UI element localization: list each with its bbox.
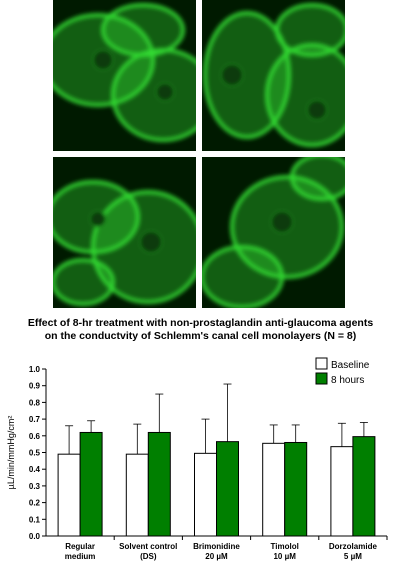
y-tick-label: 0.9 <box>29 382 41 391</box>
x-tick-label: 10 µM <box>273 552 296 561</box>
x-tick-label: Timolol <box>271 542 299 551</box>
legend-label: 8 hours <box>331 375 364 386</box>
bar-8-hours <box>147 431 171 537</box>
x-tick-label: medium <box>65 552 96 561</box>
micrograph-grid <box>53 0 345 308</box>
x-tick-label: Brimonidine <box>193 542 240 551</box>
x-tick-label: Dorzolamide <box>329 542 378 551</box>
bar-baseline <box>330 446 354 537</box>
x-tick-label: (DS) <box>140 552 157 561</box>
micrograph-top-left <box>53 0 196 151</box>
y-tick-label: 0.1 <box>29 515 41 524</box>
bar-8-hours <box>284 441 308 537</box>
micrograph-bottom-left <box>53 157 196 308</box>
y-tick-label: 1.0 <box>29 365 41 374</box>
y-tick-label: 0.5 <box>29 449 41 458</box>
x-tick-label: 20 µM <box>205 552 228 561</box>
y-tick-label: 0.8 <box>29 398 41 407</box>
bar-8-hours <box>352 436 376 537</box>
legend-swatch <box>315 357 328 370</box>
bar-baseline <box>194 452 217 537</box>
y-tick-label: 0.3 <box>29 482 41 491</box>
chart-title: Effect of 8-hr treatment with non-prosta… <box>0 317 401 343</box>
x-tick-label: Solvent control <box>119 542 177 551</box>
bar-baseline <box>125 453 149 537</box>
chart-title-line-2: on the conductvity of Schlemm's canal ce… <box>44 330 357 342</box>
bar-chart: µL/min/mmHg/cm² 0.0 0.1 0.2 0.3 0.4 0.5 0.6 0.7 0… <box>6 357 388 561</box>
bar-baseline <box>262 442 286 537</box>
legend-swatch <box>315 372 328 385</box>
y-tick-label: 0.2 <box>29 499 41 508</box>
y-tick-label: 0.0 <box>29 532 41 541</box>
x-tick-label: 5 µM <box>344 552 362 561</box>
bar-8-hours <box>216 441 239 537</box>
y-tick-label: 0.4 <box>29 465 41 474</box>
bar-baseline <box>57 453 81 537</box>
y-axis-label: µL/min/mmHg/cm² <box>6 416 16 490</box>
legend-label: Baseline <box>331 360 370 371</box>
y-tick-label: 0.6 <box>29 432 41 441</box>
bar-8-hours <box>79 431 103 537</box>
chart-title-line-1: Effect of 8-hr treatment with non-prosta… <box>27 317 374 329</box>
micrograph-bottom-right <box>202 157 345 308</box>
micrograph-top-right <box>202 0 345 151</box>
x-tick-label: Regular <box>65 542 95 551</box>
y-tick-label: 0.7 <box>29 415 41 424</box>
